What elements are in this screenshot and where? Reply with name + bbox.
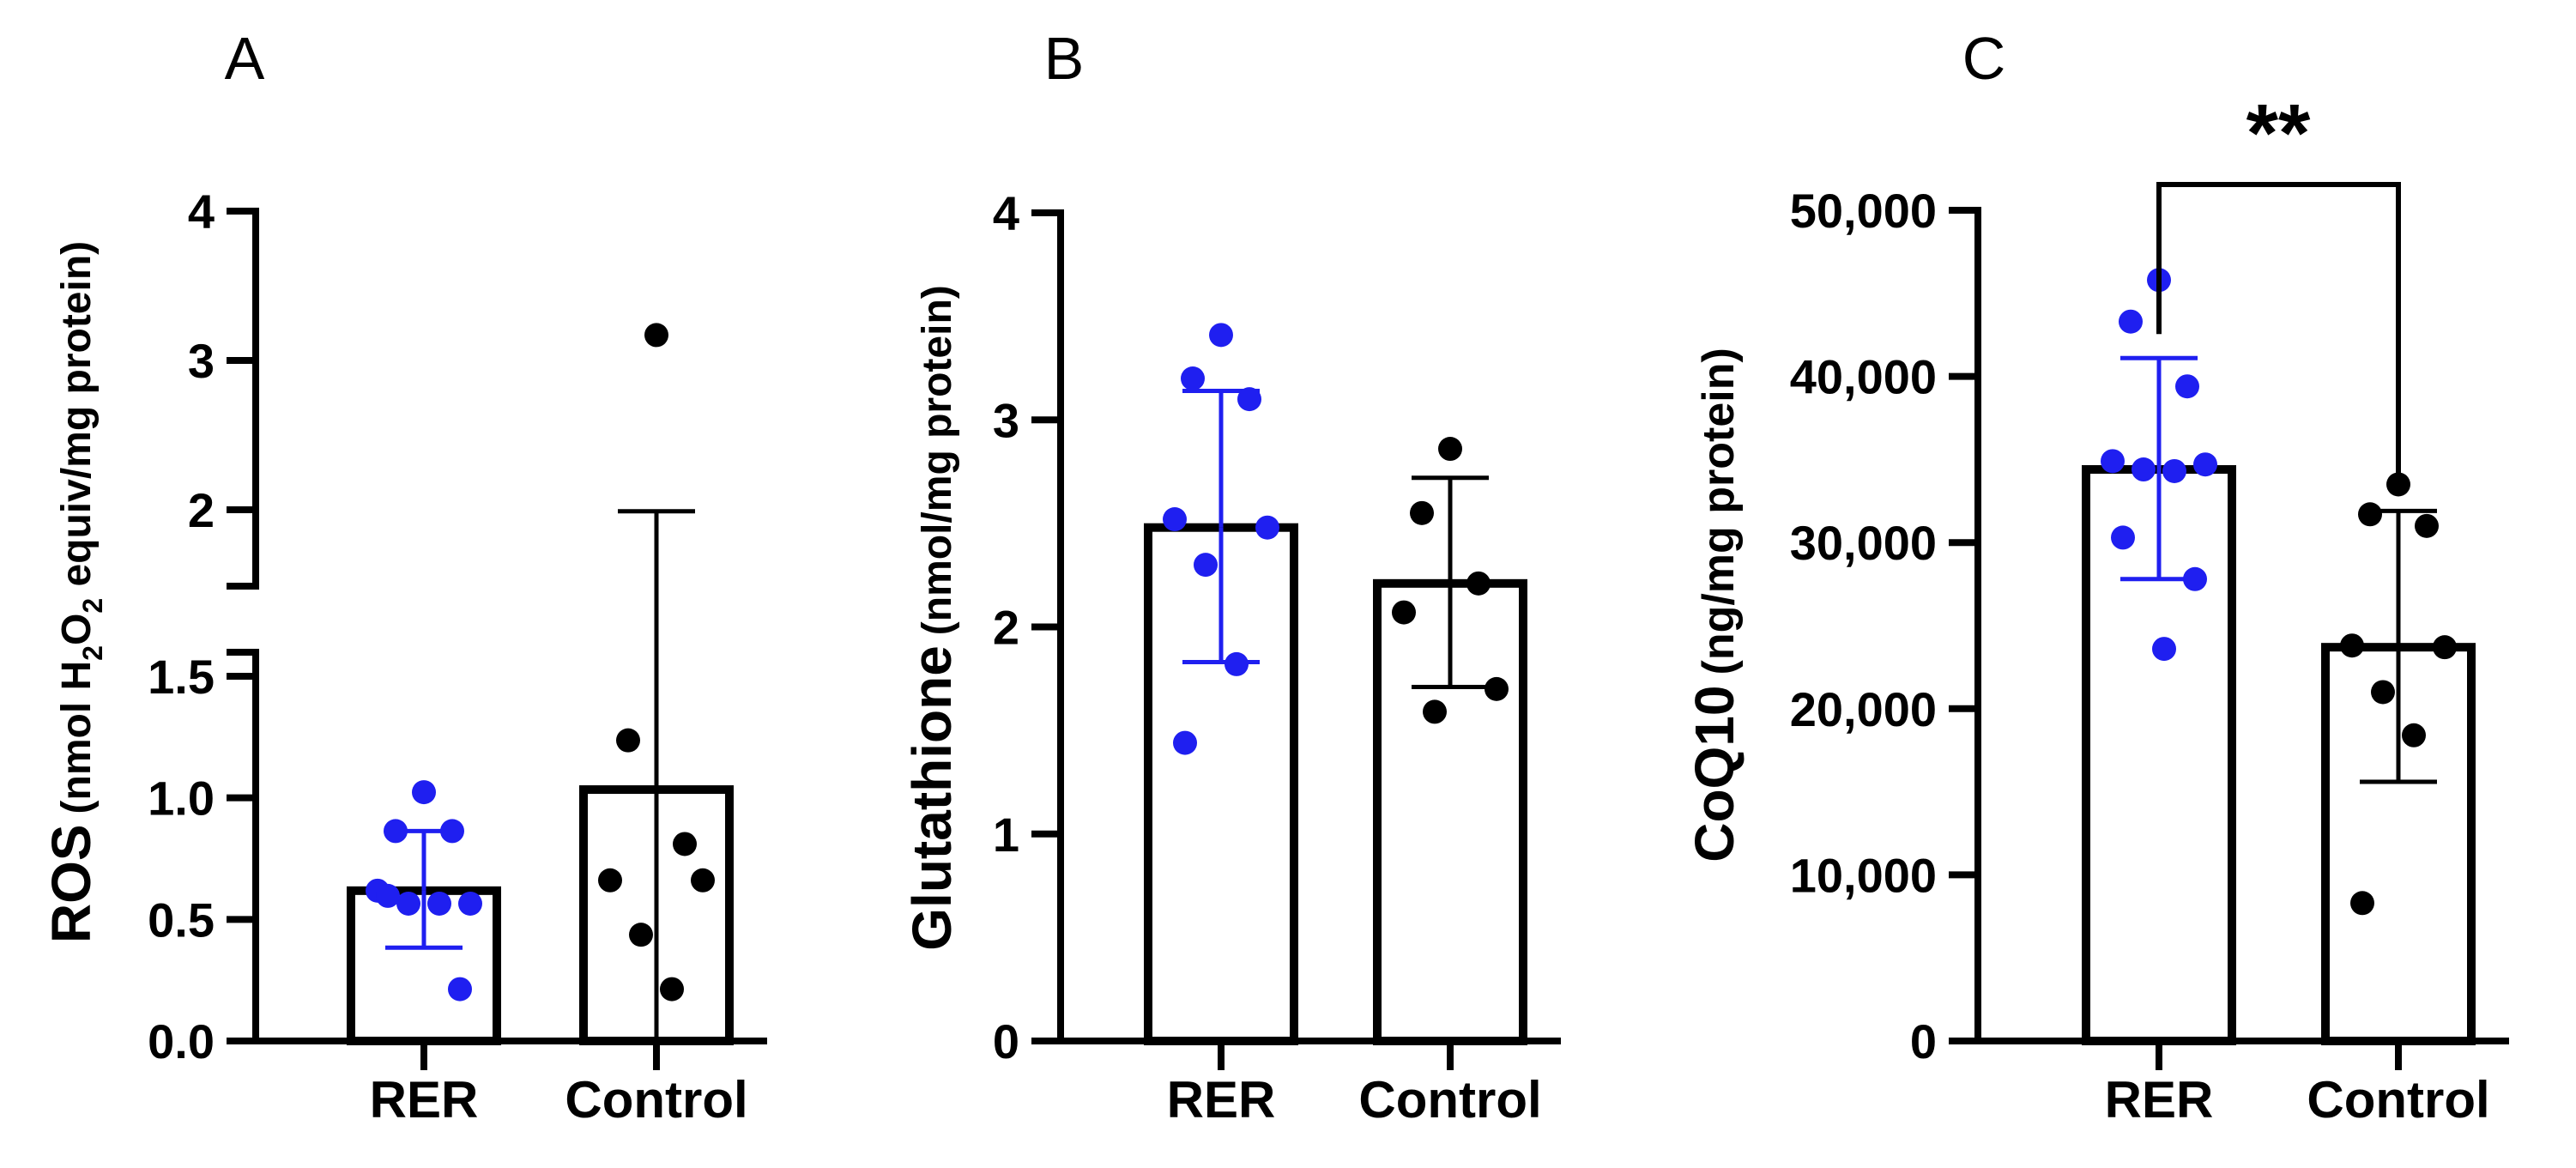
y-axis-label-sub-c: (ng/mg protein)	[1694, 348, 1744, 675]
data-point-control	[1466, 571, 1491, 596]
data-point-control	[673, 832, 697, 856]
data-point-control	[1392, 600, 1416, 625]
y-tick-label: 2	[993, 601, 1019, 655]
y-axis-label-sub-a-5: equiv/mg protein)	[54, 241, 100, 598]
data-point-rer	[1209, 323, 1233, 348]
y-axis-label-sub-a-3: O	[54, 614, 100, 645]
plot-area-b: 0 1 2 3 4	[993, 186, 1561, 1070]
data-point-rer	[2119, 309, 2143, 334]
y-tick-label: 30,000	[1790, 516, 1937, 570]
significance-bracket	[2156, 182, 2401, 477]
y-tick-label: 40,000	[1790, 350, 1937, 404]
y-axis-label-a: ROS(nmol H2O2 equiv/mg protein)	[40, 241, 108, 943]
y-tick-label: 3	[993, 393, 1019, 447]
data-point-control	[2433, 635, 2457, 660]
panel-letter-c: C	[1962, 25, 2006, 92]
data-point-rer	[2193, 452, 2217, 477]
data-point-control	[691, 868, 715, 893]
data-point-rer	[412, 780, 436, 805]
data-point-rer	[427, 891, 451, 916]
x-category-label-rer-b: RER	[1167, 1071, 1276, 1129]
y-axis-label-main-a: ROS	[40, 824, 102, 943]
data-point-control	[1423, 699, 1447, 724]
y-tick-label: 1.0	[148, 772, 215, 826]
panel-b: B Glutathione (nmol/mg protein) 0 1 2 3 4 RER…	[901, 25, 1561, 1129]
data-point-rer	[1237, 387, 1261, 412]
data-point-rer	[1163, 507, 1187, 532]
plot-area-c: 0 10,000 20,000 30,000 40,000 50,000	[1790, 182, 2509, 1070]
panel-a: A ROS(nmol H2O2 equiv/mg protein) 0.00.5…	[40, 25, 767, 1129]
y-axis-label-c: CoQ10 (ng/mg protein)	[1684, 348, 1745, 862]
y-axis-label-main-c: CoQ10	[1684, 685, 1745, 862]
y-axis-label-sub-a-2: 2	[77, 645, 108, 661]
y-tick-label: 0.5	[148, 893, 215, 947]
data-point-control	[2350, 891, 2374, 916]
data-point-rer	[2111, 525, 2135, 550]
y-tick-label: 0.0	[148, 1014, 215, 1068]
data-point-control	[660, 977, 684, 1002]
data-point-control	[2358, 502, 2382, 527]
y-axis-label-b: Glutathione (nmol/mg protein)	[901, 285, 963, 950]
x-category-label-control-a: Control	[565, 1071, 747, 1129]
data-point-rer	[1194, 553, 1218, 578]
y-tick-label: 2	[188, 483, 215, 537]
data-point-rer	[458, 891, 482, 916]
data-point-control	[644, 323, 668, 348]
data-point-rer	[440, 819, 464, 844]
data-point-rer	[2175, 374, 2199, 399]
x-category-label-control-c: Control	[2307, 1071, 2489, 1129]
data-point-control	[2402, 723, 2426, 747]
data-point-rer	[376, 883, 400, 908]
y-tick-label: 50,000	[1790, 184, 1937, 238]
data-point-control	[1410, 500, 1434, 525]
x-category-label-control-b: Control	[1358, 1071, 1541, 1129]
data-point-control	[2386, 472, 2410, 497]
y-tick-label: 3	[188, 334, 215, 388]
data-point-rer	[396, 891, 420, 916]
plot-area-a: 0.0 0.5 1.0 1.5 2 3 4	[148, 185, 767, 1070]
y-tick-label: 0	[993, 1014, 1019, 1068]
y-tick-label: 0	[1910, 1014, 1937, 1068]
y-axis-label-sub-b: (nmol/mg protein)	[915, 285, 960, 635]
data-point-control	[1438, 437, 1462, 462]
x-category-label-rer-c: RER	[2105, 1071, 2214, 1129]
y-tick-label: 10,000	[1790, 848, 1937, 902]
data-point-rer	[1225, 651, 1249, 676]
data-point-control	[2371, 680, 2395, 705]
data-point-rer	[384, 819, 408, 844]
panel-letter-a: A	[225, 25, 265, 92]
data-point-rer	[2183, 566, 2207, 591]
data-point-rer	[2162, 458, 2186, 483]
data-point-rer	[1181, 366, 1205, 390]
data-point-control	[616, 728, 640, 753]
x-category-label-rer-a: RER	[370, 1071, 479, 1129]
data-point-rer	[1255, 515, 1279, 540]
y-axis-label-sub-a: (nmol H	[54, 661, 100, 814]
significance-marker: **	[2246, 88, 2311, 179]
data-point-rer	[2152, 637, 2176, 662]
y-tick-label: 1	[993, 808, 1019, 862]
bar-rer	[1144, 523, 1298, 1045]
y-tick-label: 4	[188, 185, 215, 239]
y-tick-label: 20,000	[1790, 682, 1937, 736]
data-point-rer	[1173, 730, 1197, 755]
bar-rer	[347, 886, 501, 1045]
panel-c: C CoQ10 (ng/mg protein) 0 10,000 20,000 30,0…	[1684, 25, 2509, 1129]
data-point-control	[1485, 676, 1509, 701]
y-axis-label-sub-a-4: 2	[77, 598, 108, 614]
data-point-rer	[2132, 457, 2156, 482]
y-tick-label: 4	[993, 186, 1019, 240]
data-point-control	[2415, 513, 2439, 538]
data-point-control	[598, 868, 622, 893]
y-axis-label-main-b: Glutathione	[901, 645, 963, 951]
data-point-rer	[2101, 449, 2125, 474]
data-point-control	[2340, 633, 2364, 658]
panel-letter-b: B	[1044, 25, 1085, 92]
data-point-rer	[448, 977, 472, 1002]
data-point-control	[629, 923, 653, 947]
y-tick-label: 1.5	[148, 650, 215, 704]
